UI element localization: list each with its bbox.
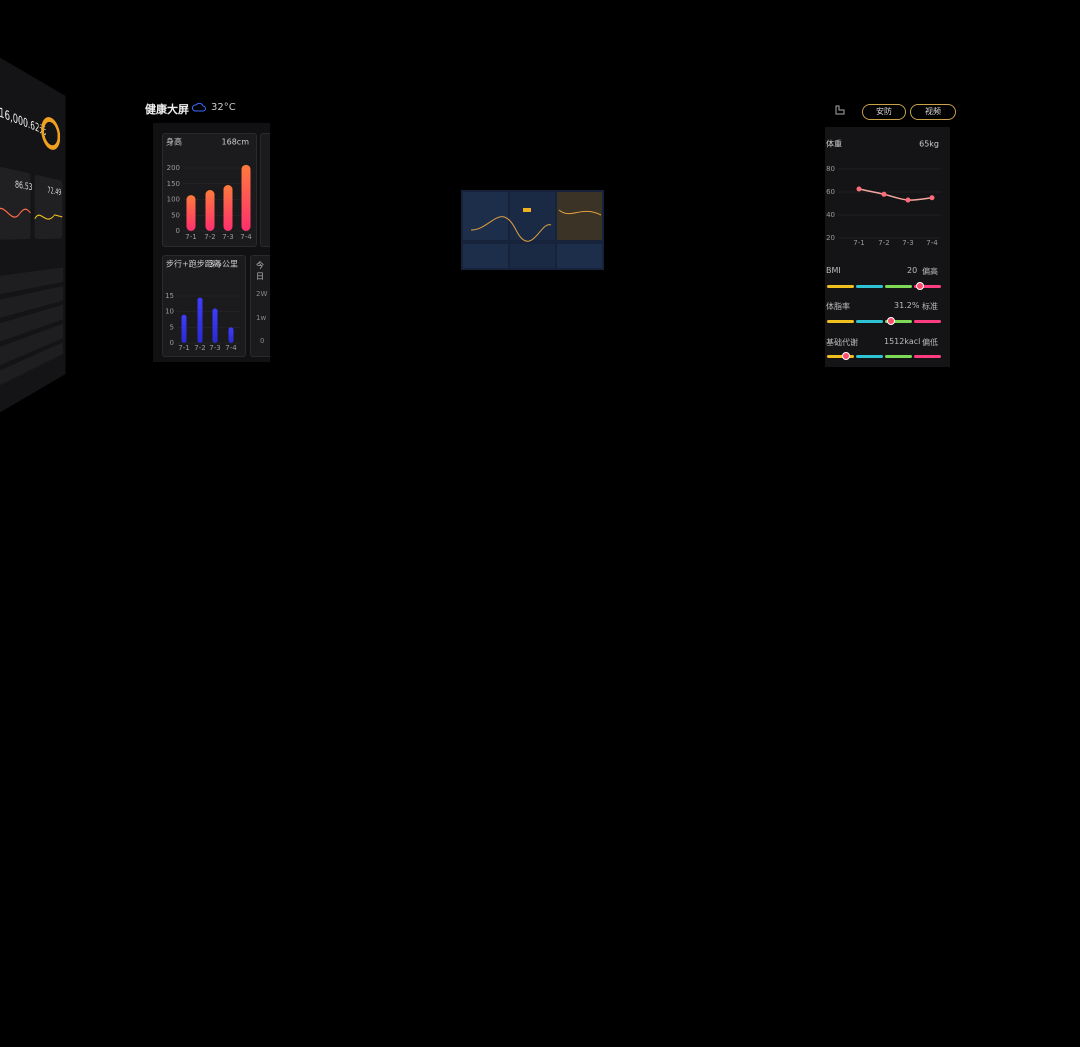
dashboard-left: 今日 2W 1w 0: [153, 123, 270, 362]
point: [856, 186, 862, 192]
bar: [228, 327, 234, 343]
partial-label: 2W: [256, 290, 268, 298]
x-tick-label: 7-3: [222, 233, 233, 241]
y-tick-label: 15: [165, 292, 174, 300]
metric-status: 偏高: [922, 267, 938, 276]
nav-pill[interactable]: 安防: [862, 104, 906, 120]
y-tick-label: 0: [170, 339, 174, 347]
x-tick-label: 7-1: [185, 233, 196, 241]
y-tick-label: 0: [176, 227, 180, 235]
panel-stat: 72.49: [47, 185, 62, 198]
point: [905, 197, 911, 203]
chart-value: 3.5公里: [209, 260, 238, 269]
metric-row: 基础代谢 1512kacl 偏低: [825, 337, 945, 363]
partial-label: 1w: [256, 314, 267, 322]
bar: [197, 297, 203, 343]
metric-name: 体脂率: [826, 302, 850, 311]
height-chart: 身高 168cm 0 50 100 150 200 7-1 7-2 7-3 7-4: [166, 137, 252, 242]
metric-name: BMI: [826, 266, 841, 275]
bar: [241, 164, 251, 231]
x-tick-label: 7-2: [194, 344, 205, 352]
y-tick-label: 40: [826, 211, 835, 219]
dashboard-right: [825, 127, 950, 367]
chart-title: 步行+跑步距离: [166, 259, 221, 269]
y-tick-label: 80: [826, 165, 835, 173]
y-tick-label: 10: [165, 308, 174, 316]
scale: [827, 352, 941, 360]
y-tick-label: 5: [170, 323, 174, 331]
temperature: 32°C: [211, 102, 236, 113]
point: [929, 195, 935, 201]
y-tick-label: 150: [167, 180, 180, 188]
bar: [181, 314, 187, 343]
donut: [41, 113, 61, 153]
left-panel: 16,000.62元 86.53 72.49: [0, 40, 66, 430]
x-tick-label: 7-4: [225, 344, 237, 352]
chart-value: 168cm: [222, 138, 250, 147]
bar: [223, 185, 233, 231]
y-tick-label: 20: [826, 234, 835, 242]
weight-chart: 体重 65kg 20 40 60 80 7-1 7-2 7-3 7-4: [826, 139, 941, 247]
scale: [827, 282, 941, 290]
list: [0, 267, 64, 388]
thumbnail: [461, 190, 604, 270]
metric-value: 31.2%: [894, 301, 920, 310]
x-tick-label: 7-4: [240, 233, 252, 241]
point: [881, 191, 887, 197]
metric-row: 体脂率 31.2% 标准: [825, 301, 945, 327]
line: [858, 188, 933, 201]
partial-title: 今日: [256, 261, 264, 281]
chart-title: 体重: [826, 139, 842, 149]
scale: [827, 317, 941, 325]
chart-title: 身高: [166, 137, 182, 147]
metric-status: 标准: [922, 302, 938, 311]
y-tick-label: 60: [826, 188, 835, 196]
partial-label: 0: [260, 337, 265, 345]
x-tick-label: 7-4: [926, 239, 938, 247]
metric-value: 1512kacl: [884, 337, 921, 346]
x-tick-label: 7-3: [209, 344, 220, 352]
card: [250, 255, 270, 357]
x-tick-label: 7-1: [178, 344, 189, 352]
x-tick-label: 7-2: [204, 233, 215, 241]
x-tick-label: 7-3: [902, 239, 913, 247]
device-icon: [835, 105, 845, 115]
metric-row: BMI 20 偏高: [825, 266, 945, 292]
card: [260, 133, 270, 247]
header-title: 健康大屏: [145, 103, 189, 116]
x-tick-label: 7-2: [878, 239, 889, 247]
metric-name: 基础代谢: [826, 338, 858, 347]
nav-pill[interactable]: 视频: [910, 104, 956, 120]
panel-amount: 16,000.62元: [0, 105, 47, 138]
weather-icon: [192, 102, 206, 112]
metric-value: 20: [907, 266, 918, 275]
chart-value: 65kg: [919, 140, 939, 149]
y-tick-label: 50: [171, 211, 180, 219]
y-tick-label: 100: [167, 196, 180, 204]
x-tick-label: 7-1: [853, 239, 864, 247]
bar: [212, 308, 218, 343]
bar: [186, 195, 196, 231]
bar: [205, 190, 215, 231]
y-tick-label: 200: [167, 164, 180, 172]
metric-status: 偏低: [922, 338, 938, 347]
